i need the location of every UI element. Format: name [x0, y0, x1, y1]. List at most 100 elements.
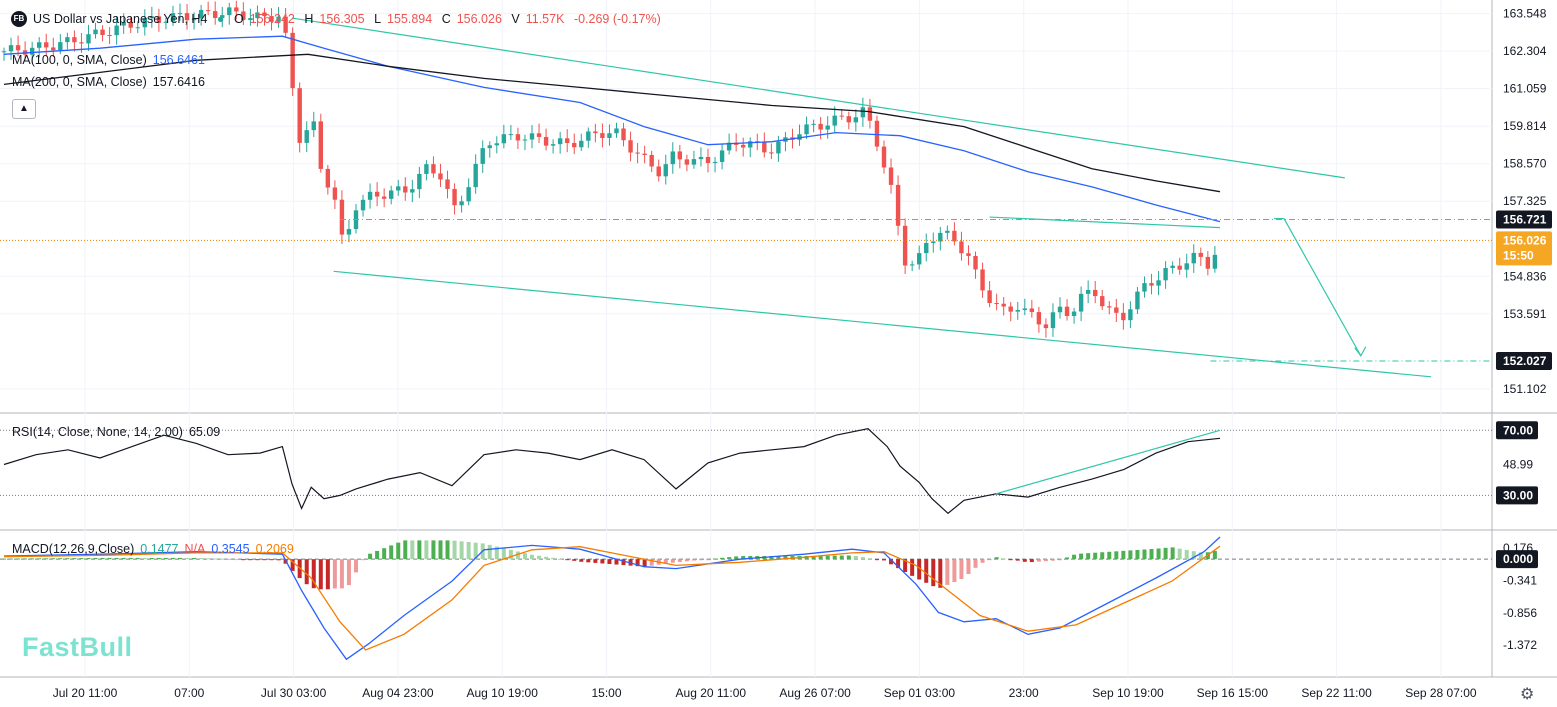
macd-hist-bar [44, 558, 49, 560]
macd-hist-bar [1142, 549, 1147, 560]
candle [994, 293, 999, 311]
candle-body [917, 253, 922, 265]
price-tick-label: 161.059 [1503, 82, 1547, 96]
candle [586, 127, 591, 148]
gear-icon[interactable]: ⚙ [1520, 686, 1535, 703]
candle-body [438, 173, 443, 180]
candle [381, 188, 387, 208]
candle-body [107, 35, 112, 37]
macd-hist-bar [389, 545, 394, 560]
candle [1071, 307, 1077, 324]
candle [931, 232, 936, 253]
candle-body [522, 139, 528, 141]
macd-hist-bar [1149, 549, 1154, 560]
symbol-title[interactable]: US Dollar vs Japanese Yen, H4 [33, 12, 208, 26]
candle [1022, 298, 1027, 316]
macd-hist-bar [269, 559, 274, 561]
rsi-level-bg [1496, 421, 1538, 440]
rsi-legend[interactable]: RSI(14, Close, None, 14, 2.00) 65.09 [12, 425, 226, 439]
candle [1114, 298, 1119, 322]
high-label: H [304, 12, 314, 26]
macd-zero-tag: 0.000 [1496, 550, 1538, 569]
ma200-legend[interactable]: MA(200, 0, SMA, Close) 157.6416 [12, 75, 211, 89]
time-tick-label: Jul 30 03:00 [261, 686, 327, 700]
candle-body [719, 150, 725, 162]
macd-legend[interactable]: MACD(12,26,9,Close) 0.1477 N/A 0.3545 0.2069 [12, 542, 300, 556]
open-label: O [233, 12, 244, 26]
candle-body [396, 186, 401, 191]
candle-body [1205, 256, 1211, 269]
candle-body [579, 140, 584, 148]
candle [93, 22, 98, 39]
candle-body [452, 188, 457, 206]
candle [698, 147, 704, 167]
macd-hist-bar [924, 559, 929, 583]
candle-body [515, 134, 521, 141]
candle [811, 119, 816, 133]
ma100-legend[interactable]: MA(100, 0, SMA, Close) 156.6461 [12, 53, 211, 67]
rsi-level-bg [1496, 486, 1538, 505]
candle [614, 122, 619, 138]
macd-hist-value: 0.1477 [140, 542, 179, 556]
candle-body [1107, 306, 1112, 308]
macd-hist-bar [537, 555, 542, 560]
candle [248, 8, 253, 26]
macd-hist-bar [522, 553, 527, 560]
candle [163, 17, 169, 30]
candle [917, 245, 922, 270]
macd-na-value: N/A [184, 542, 206, 556]
candle-body [1001, 303, 1006, 307]
low-value: 155.894 [387, 12, 433, 26]
candle-body [128, 21, 133, 28]
macd-hist-bar [551, 557, 556, 560]
macd-hist-bar [185, 557, 190, 560]
candle-body [290, 32, 295, 89]
candle-body [1163, 268, 1168, 281]
open-value: 156.242 [249, 12, 295, 26]
macd-hist-bar [959, 559, 964, 580]
candle-body [642, 153, 647, 155]
candle-body [649, 154, 654, 167]
ma100-label: MA(100, 0, SMA, Close) [12, 53, 147, 67]
projection-arrow-head [1354, 346, 1367, 357]
candle-body [1064, 306, 1070, 317]
fastbull-logo-icon: FB [11, 11, 27, 27]
candle-body [980, 269, 985, 291]
candle [311, 111, 316, 138]
macd-pane [0, 536, 1492, 661]
candle [1064, 299, 1070, 321]
candle-body [346, 229, 352, 235]
collapse-legend-button[interactable]: ▲ [12, 99, 36, 119]
candle [1001, 296, 1006, 316]
macd-hist-bar [424, 540, 429, 560]
macd-hist-bar [276, 559, 281, 561]
macd-hist-bar [853, 556, 858, 560]
candle-body [628, 140, 633, 153]
candle-body [156, 16, 162, 23]
candle [860, 97, 866, 127]
macd-hist-bar [994, 557, 999, 560]
macd-hist-bar [1036, 559, 1041, 562]
candle [135, 21, 140, 34]
macd-signal-line [3, 545, 1221, 651]
candle [227, 2, 232, 25]
candle-body [198, 10, 204, 19]
macd-hist-bar [255, 559, 260, 561]
candle-body [973, 255, 978, 270]
candle [107, 27, 112, 45]
time-tick-label: Sep 10 19:00 [1092, 686, 1164, 700]
macd-hist-bar [931, 559, 936, 587]
candle-body [698, 156, 704, 160]
macd-hist-bar [332, 559, 337, 589]
candle [1057, 297, 1063, 319]
candle [149, 6, 155, 28]
candle-body [846, 116, 851, 123]
candle-body [832, 115, 837, 126]
macd-hist-bar [966, 559, 971, 575]
candle-body [241, 11, 246, 21]
candle-body [1022, 308, 1027, 311]
candle-body [614, 128, 619, 134]
candle-body [691, 159, 697, 165]
candle-body [959, 241, 964, 254]
